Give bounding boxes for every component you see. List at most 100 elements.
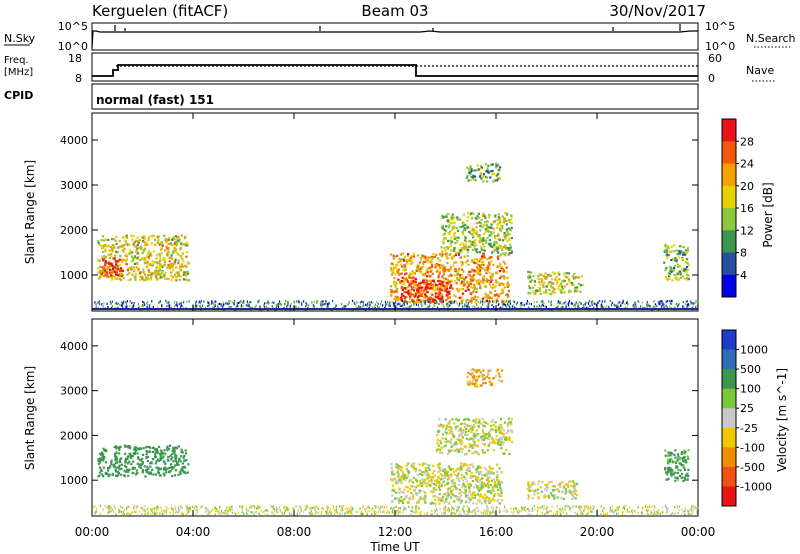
y-tick-label: 1000 [60, 269, 88, 282]
echo-cell [471, 233, 474, 236]
echo-cell [664, 454, 667, 457]
echo-cell [418, 469, 421, 472]
echo-cell [128, 252, 131, 255]
echo-cell [472, 376, 475, 379]
echo-cell [491, 278, 494, 281]
echo-cell [321, 507, 323, 510]
echo-cell [102, 304, 104, 308]
echo-cell [405, 272, 408, 275]
echo-cell [115, 445, 118, 448]
echo-cell [150, 274, 153, 277]
echo-cell [173, 447, 176, 450]
echo-cell [475, 226, 478, 229]
echo-cell [491, 300, 494, 303]
echo-cell [510, 429, 513, 432]
echo-cell [209, 303, 211, 306]
echo-cell [495, 279, 498, 282]
echo-cell [368, 505, 370, 508]
echo-cell [508, 233, 511, 236]
echo-cell [497, 493, 500, 496]
echo-cell [447, 452, 450, 455]
echo-cell [183, 237, 186, 240]
echo-cell [670, 299, 672, 302]
echo-cell [477, 264, 480, 267]
echo-cell [406, 301, 408, 304]
echo-cell [258, 299, 260, 302]
echo-cell [684, 303, 686, 306]
echo-cell [474, 306, 476, 309]
echo-cell [490, 245, 493, 248]
echo-cell [303, 510, 305, 513]
echo-cell [476, 486, 479, 489]
echo-cell [133, 266, 136, 269]
echo-cell [480, 486, 483, 489]
echo-cell [569, 290, 572, 293]
echo-cell [167, 250, 170, 253]
echo-cell [463, 283, 466, 287]
echo-cell [186, 513, 188, 516]
echo-cell [154, 273, 157, 277]
echo-cell [487, 490, 490, 493]
echo-cell [488, 304, 490, 307]
echo-cell [141, 275, 144, 278]
echo-cell [408, 470, 411, 473]
echo-cell [533, 284, 536, 287]
echo-cell [578, 506, 580, 509]
echo-cell [547, 505, 549, 508]
echo-cell [560, 285, 563, 288]
echo-cell [548, 292, 551, 295]
echo-cell [166, 446, 169, 449]
echo-cell [127, 267, 130, 270]
echo-cell [687, 449, 690, 452]
echo-cell [691, 302, 693, 305]
echo-cell [400, 478, 403, 481]
echo-cell [506, 299, 508, 302]
echo-cell [584, 303, 586, 306]
echo-cell [404, 300, 407, 303]
echo-cell [99, 458, 103, 461]
echo-cell [228, 506, 230, 509]
echo-cell [573, 304, 575, 307]
echo-cell [489, 231, 492, 234]
echo-cell [140, 247, 143, 251]
echo-cell [556, 272, 559, 275]
echo-cell [176, 460, 179, 463]
echo-cell [400, 466, 403, 469]
echo-cell [289, 304, 291, 307]
echo-cell [476, 466, 479, 469]
echo-cell [507, 289, 510, 293]
echo-cell [127, 446, 130, 449]
echo-cell [386, 511, 388, 514]
echo-cell [489, 226, 492, 229]
echo-cell [684, 249, 688, 252]
echo-cell [395, 300, 397, 303]
echo-cell [533, 280, 536, 283]
echo-cell [562, 511, 564, 514]
echo-cell [474, 301, 477, 304]
echo-cell [201, 304, 204, 307]
echo-cell [174, 235, 177, 238]
echo-cell [220, 304, 222, 308]
colorbar-tick-label: 28 [740, 135, 754, 148]
echo-cell [481, 428, 484, 431]
echo-cell [506, 283, 509, 286]
echo-cell [308, 507, 310, 510]
echo-cell [504, 238, 507, 241]
echo-cell [502, 221, 505, 224]
echo-cell [183, 271, 186, 274]
echo-cell [472, 231, 475, 234]
echo-cell [130, 260, 133, 263]
echo-cell [484, 293, 487, 296]
echo-cell [243, 301, 245, 304]
echo-cell [133, 448, 136, 452]
echo-cell [180, 448, 183, 451]
echo-cell [446, 474, 449, 477]
echo-cell [322, 300, 324, 303]
echo-cell [482, 263, 485, 266]
echo-cell [118, 448, 121, 452]
echo-cell [368, 303, 370, 306]
echo-cell [616, 509, 618, 512]
echo-cell [679, 474, 682, 477]
echo-cell [473, 241, 476, 245]
